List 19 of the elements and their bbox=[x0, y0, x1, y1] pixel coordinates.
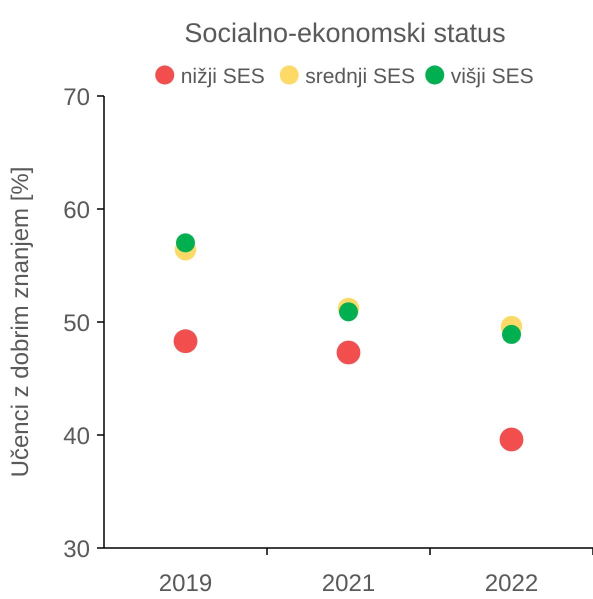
legend-label: nižji SES bbox=[180, 65, 265, 88]
x-tick-label: 2022 bbox=[484, 570, 538, 597]
x-tick-label: 2019 bbox=[158, 570, 212, 597]
y-tick-label: 40 bbox=[63, 423, 90, 450]
y-tick-label: 60 bbox=[63, 197, 90, 224]
y-tick-label: 70 bbox=[63, 84, 90, 111]
legend-label: srednji SES bbox=[305, 65, 415, 88]
point bbox=[502, 324, 521, 344]
point bbox=[500, 428, 524, 452]
y-axis-title: Učenci z dobrim znanjem [%] bbox=[7, 166, 34, 478]
y-tick-label: 50 bbox=[63, 310, 90, 337]
point bbox=[176, 233, 195, 252]
legend-label: višji SES bbox=[450, 65, 534, 88]
chart-title: Socialno-ekonomski status bbox=[184, 18, 506, 48]
x-tick-label: 2021 bbox=[322, 570, 376, 597]
point bbox=[339, 302, 358, 322]
point bbox=[336, 340, 360, 364]
y-tick-label: 30 bbox=[63, 536, 90, 563]
point bbox=[174, 329, 198, 354]
